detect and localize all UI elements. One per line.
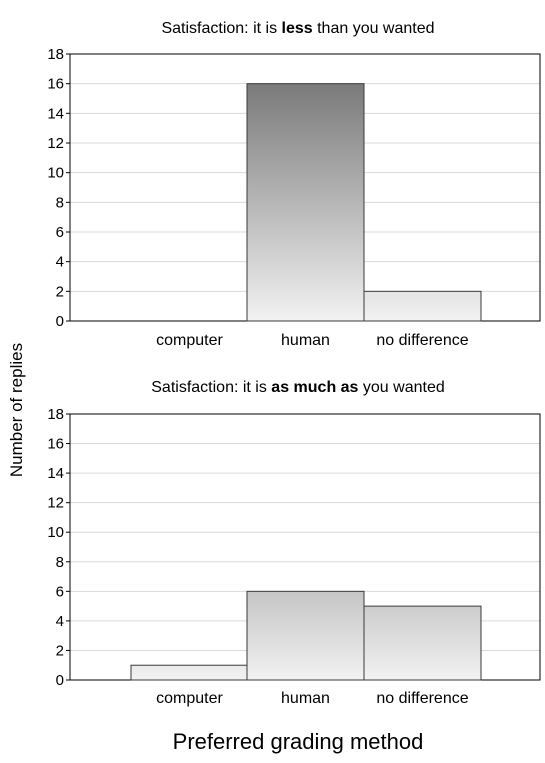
y-tick-label: 4 <box>56 613 64 630</box>
category-label: human <box>281 690 330 707</box>
y-tick-label: 4 <box>56 254 64 271</box>
y-tick-label: 16 <box>47 76 64 93</box>
category-label: human <box>281 332 330 349</box>
y-tick-label: 14 <box>47 105 64 122</box>
y-tick-label: 10 <box>47 524 64 541</box>
y-tick-label: 18 <box>47 406 64 423</box>
bar-no-difference <box>363 290 482 322</box>
bar-no-difference <box>363 605 482 681</box>
y-tick-label: 0 <box>56 672 64 689</box>
y-tick-label: 12 <box>47 495 64 512</box>
category-label: no difference <box>376 332 468 349</box>
y-tick-label: 10 <box>47 165 64 182</box>
y-tick-label: 8 <box>56 194 64 211</box>
bar-human <box>246 590 365 681</box>
category-label: computer <box>156 690 223 707</box>
y-tick-label: 0 <box>56 313 64 330</box>
y-tick-label: 18 <box>47 46 64 63</box>
y-tick-label: 6 <box>56 224 64 241</box>
category-label: no difference <box>376 690 468 707</box>
y-tick-label: 2 <box>56 283 64 300</box>
category-label: computer <box>156 332 223 349</box>
bar-human <box>246 83 365 322</box>
y-tick-label: 16 <box>47 436 64 453</box>
chart-2-title: Satisfaction: it is as much as you wante… <box>151 379 445 396</box>
y-tick-label: 2 <box>56 642 64 659</box>
bar-computer <box>130 664 249 681</box>
y-tick-label: 14 <box>47 465 64 482</box>
y-tick-label: 12 <box>47 135 64 152</box>
chart-1-title: Satisfaction: it is less than you wanted <box>161 20 435 37</box>
y-tick-label: 6 <box>56 583 64 600</box>
x-axis-label: Preferred grading method <box>172 729 424 754</box>
y-tick-label: 8 <box>56 554 64 571</box>
